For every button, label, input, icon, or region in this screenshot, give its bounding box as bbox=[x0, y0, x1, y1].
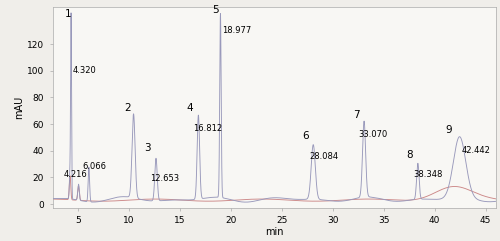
Text: 3: 3 bbox=[144, 143, 151, 154]
Text: 9: 9 bbox=[445, 125, 452, 135]
Text: 5: 5 bbox=[212, 5, 218, 15]
Text: 4.320: 4.320 bbox=[72, 66, 96, 75]
Text: 2: 2 bbox=[124, 103, 130, 114]
Text: 16.812: 16.812 bbox=[192, 124, 222, 133]
Text: 7: 7 bbox=[354, 110, 360, 120]
Text: 4.216: 4.216 bbox=[64, 170, 88, 179]
Text: 28.084: 28.084 bbox=[310, 152, 339, 161]
X-axis label: min: min bbox=[265, 227, 283, 237]
Text: 6: 6 bbox=[302, 131, 308, 141]
Text: 18.977: 18.977 bbox=[222, 26, 251, 35]
Text: 6.066: 6.066 bbox=[82, 162, 106, 171]
Text: 38.348: 38.348 bbox=[414, 170, 443, 179]
Text: 33.070: 33.070 bbox=[359, 130, 388, 139]
Text: 4: 4 bbox=[186, 103, 193, 114]
Text: 8: 8 bbox=[406, 150, 413, 160]
Text: 12.653: 12.653 bbox=[150, 174, 179, 183]
Y-axis label: mAU: mAU bbox=[14, 96, 24, 119]
Text: 1: 1 bbox=[65, 9, 71, 19]
Text: 42.442: 42.442 bbox=[461, 146, 490, 155]
